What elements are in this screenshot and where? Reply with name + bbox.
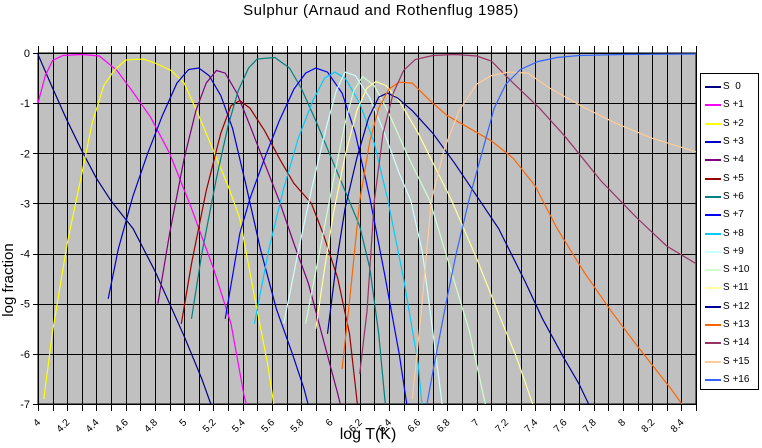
legend-label: S +11 (723, 282, 749, 294)
y-tick-label: -4 (20, 249, 30, 261)
legend-line-swatch (705, 177, 721, 180)
legend-label: S +6 (723, 190, 744, 202)
y-axis-title: log fraction (0, 243, 17, 317)
curve-s-16 (426, 53, 697, 404)
x-tick-label: 5 (178, 417, 190, 429)
legend-item-s-1: S +1 (701, 96, 758, 114)
legend-item-s-15: S +15 (701, 352, 758, 370)
curve-s-5 (180, 99, 358, 404)
plot-background (38, 53, 696, 404)
legend-label: S +12 (723, 300, 750, 312)
curve-s-14 (359, 53, 697, 374)
legend-line-swatch (705, 141, 721, 144)
legend-line-swatch (705, 159, 721, 162)
x-tick-label: 8 (616, 417, 628, 429)
plot-border (37, 52, 697, 405)
legend-item-s-8: S +8 (701, 224, 758, 242)
legend-label: S 0 (723, 81, 741, 93)
x-tick-label: 4 (31, 417, 43, 429)
curve-s-7 (224, 67, 408, 404)
legend-item-s-14: S +14 (701, 334, 758, 352)
legend-line-swatch (705, 195, 721, 198)
legend-line-swatch (705, 287, 721, 290)
x-tick-label: 8.2 (640, 417, 658, 435)
legend-line-swatch (705, 232, 721, 235)
legend-label: S +13 (723, 319, 750, 330)
legend-item-s-4: S +4 (701, 151, 758, 169)
y-tick-label: -3 (20, 198, 30, 210)
x-tick-label: 8.4 (669, 417, 687, 435)
x-axis-title: log T(K) (339, 426, 397, 443)
legend-item-s-16: S +16 (701, 371, 758, 389)
legend: S 0 S +1 S +2 S +3 S +4 S +5 S +6 S +7 S +8 S +9 S… (700, 73, 759, 390)
curve-s-9 (283, 71, 443, 404)
curve-s-3 (107, 67, 309, 404)
legend-label: S +9 (723, 245, 744, 257)
y-tick-label: -5 (20, 299, 30, 311)
legend-label: S +16 (723, 373, 750, 385)
legend-line-swatch (705, 214, 721, 217)
x-tick-label: 7.8 (581, 417, 599, 435)
x-tick-label: 7.6 (552, 417, 570, 435)
curve-s-12 (326, 92, 590, 404)
curve-s-0 (38, 54, 212, 404)
legend-line-swatch (705, 305, 721, 308)
legend-item-s-7: S +7 (701, 206, 758, 224)
legend-item-s-0: S 0 (701, 78, 758, 96)
curve-s-6 (190, 56, 386, 404)
legend-label: S +1 (723, 99, 744, 111)
x-tick-label: 4.6 (113, 417, 131, 435)
legend-label: S +10 (723, 264, 750, 276)
y-tick-label: -1 (20, 98, 30, 110)
legend-line-swatch (705, 269, 721, 272)
chart-title: Sulphur (Arnaud and Rothenflug 1985) (243, 2, 519, 19)
legend-label: S +2 (723, 117, 744, 129)
legend-item-s-12: S +12 (701, 298, 758, 316)
x-tick-label: 5.2 (201, 417, 219, 435)
legend-line-swatch (705, 342, 721, 345)
legend-line-swatch (705, 122, 721, 125)
legend-label: S +4 (723, 154, 744, 166)
curve-s-8 (253, 71, 423, 404)
legend-item-s-9: S +9 (701, 243, 758, 261)
legend-item-s-2: S +2 (701, 115, 758, 133)
legend-line-swatch (705, 250, 721, 253)
x-tick-label: 7.4 (523, 417, 541, 435)
y-tick-label: -7 (20, 399, 30, 411)
y-tick-label: -6 (20, 349, 30, 361)
x-tick-label: 4.8 (142, 417, 160, 435)
legend-item-s-10: S +10 (701, 261, 758, 279)
legend-item-s-5: S +5 (701, 169, 758, 187)
curve-s-2 (43, 58, 275, 404)
curve-s-1 (38, 53, 248, 404)
legend-label: S +15 (723, 355, 750, 367)
legend-line-swatch (705, 378, 721, 381)
legend-label: S +14 (723, 337, 750, 349)
legend-item-s-3: S +3 (701, 133, 758, 151)
x-tick-label: 4.4 (84, 417, 102, 435)
curve-s-15 (411, 71, 697, 400)
legend-line-swatch (705, 324, 721, 326)
curve-s-4 (157, 69, 341, 404)
legend-item-s-11: S +11 (701, 279, 758, 297)
legend-item-s-13: S +13 (701, 316, 758, 334)
legend-line-swatch (705, 86, 721, 89)
curve-s-10 (305, 75, 486, 404)
legend-line-swatch (705, 104, 721, 107)
legend-label: S +8 (723, 227, 744, 239)
legend-label: S +5 (723, 172, 744, 184)
y-tick-label: -2 (20, 148, 30, 160)
curve-s-13 (341, 81, 683, 404)
legend-line-swatch (705, 360, 721, 363)
y-tick-label: 0 (24, 48, 30, 60)
legend-label: S +7 (723, 209, 744, 221)
x-tick-label: 4.2 (55, 417, 73, 435)
curve-s-11 (315, 80, 534, 404)
legend-label: S +3 (723, 136, 744, 148)
legend-item-s-6: S +6 (701, 188, 758, 206)
